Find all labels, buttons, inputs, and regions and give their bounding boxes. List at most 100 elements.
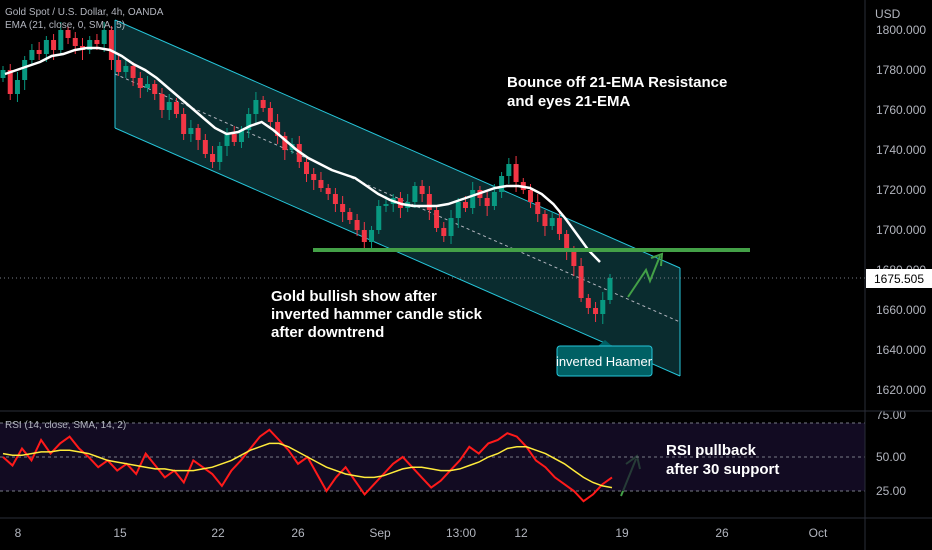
candle-body <box>282 136 288 150</box>
candle-body <box>455 202 461 218</box>
candle-body <box>578 266 584 298</box>
rsi-tick-label: 50.00 <box>876 450 906 464</box>
candle-body <box>94 40 100 44</box>
candle-body <box>412 186 418 202</box>
price-tick-label: 1740.000 <box>876 143 926 157</box>
candle-body <box>108 30 114 60</box>
time-tick-label: Sep <box>369 526 391 540</box>
bullish-note-line1: Gold bullish show after <box>271 288 437 305</box>
candle-body <box>549 218 555 226</box>
bullish-note-line3: after downtrend <box>271 324 384 341</box>
candle-body <box>585 298 591 308</box>
candle-body <box>72 38 78 46</box>
candle-body <box>137 78 143 88</box>
candle-body <box>564 234 570 252</box>
time-tick-label: 19 <box>615 526 629 540</box>
candle-body <box>22 60 28 80</box>
time-tick-label: 8 <box>15 526 22 540</box>
candle-body <box>7 70 13 94</box>
time-tick-label: 13:00 <box>446 526 476 540</box>
rsi-note-line1: RSI pullback <box>666 442 757 459</box>
candle-body <box>188 128 194 134</box>
candle-body <box>195 128 201 140</box>
price-tick-label: 1760.000 <box>876 103 926 117</box>
candle-body <box>51 40 57 50</box>
candle-body <box>448 218 454 236</box>
rsi-legend: RSI (14, close, SMA, 14, 2) <box>5 420 126 431</box>
candle-body <box>304 162 309 174</box>
hammer-badge-text: inverted Haamer <box>556 354 653 369</box>
candle-body <box>231 134 237 142</box>
time-tick-label: Oct <box>809 526 828 540</box>
candle-body <box>470 190 476 208</box>
projection-arrowhead-price <box>650 252 664 267</box>
candle-body <box>491 192 497 206</box>
candle-body <box>556 218 562 234</box>
candle-body <box>332 194 338 204</box>
price-tick-label: 1620.000 <box>876 383 926 397</box>
price-tick-label: 1780.000 <box>876 63 926 77</box>
time-tick-label: 15 <box>113 526 127 540</box>
last-price-tag <box>866 269 932 288</box>
candle-body <box>361 230 367 242</box>
rsi-tick-label: 25.00 <box>876 484 906 498</box>
time-tick-label: 22 <box>211 526 225 540</box>
price-tick-label: 1800.000 <box>876 23 926 37</box>
candle-body <box>253 100 259 114</box>
candle-body <box>87 40 93 50</box>
candle-body <box>607 278 613 300</box>
candle-body <box>369 230 375 242</box>
candle-body <box>210 154 216 162</box>
candle-body <box>434 210 440 228</box>
candle-body <box>65 30 71 38</box>
ema-line <box>4 46 601 263</box>
rsi-note-line2: after 30 support <box>666 461 779 478</box>
time-tick-label: 12 <box>514 526 528 540</box>
candle-body <box>325 188 331 194</box>
candle-body <box>499 176 505 192</box>
projection-arrow-price <box>627 255 661 298</box>
candle-body <box>513 164 519 182</box>
candle-body <box>354 220 360 230</box>
ema-21-line <box>4 46 601 263</box>
candle-body <box>462 202 468 208</box>
candle-body <box>441 228 447 236</box>
candle-body <box>535 202 541 214</box>
time-tick-label: 26 <box>291 526 305 540</box>
price-tick-label: 1640.000 <box>876 343 926 357</box>
hammer-badge[interactable]: inverted Haamer <box>556 340 653 377</box>
candle-body <box>145 84 151 88</box>
symbol-title: Gold Spot / U.S. Dollar, 4h, OANDA <box>5 7 164 18</box>
candle-body <box>571 252 577 266</box>
candle-body <box>376 206 382 230</box>
time-tick-label: 26 <box>715 526 729 540</box>
rsi-ma-line <box>2 442 613 489</box>
candle-body <box>159 94 165 110</box>
candle-body <box>246 114 252 130</box>
candle-body <box>593 308 599 314</box>
candle-body <box>152 84 158 94</box>
price-tick-label: 1660.000 <box>876 303 926 317</box>
candle-body <box>347 212 353 220</box>
candle-body <box>267 108 273 122</box>
ema-legend: EMA (21, close, 0, SMA, 5) <box>5 20 125 31</box>
candle-body <box>202 140 208 154</box>
last-price-value: 1675.505 <box>874 272 924 286</box>
candle-body <box>340 204 346 212</box>
candle-body <box>600 300 606 314</box>
candle-body <box>130 66 136 78</box>
candle-body <box>58 30 64 50</box>
bullish-note-line2: inverted hammer candle stick <box>271 306 483 323</box>
candle-body <box>173 102 179 114</box>
candle-body <box>383 204 389 206</box>
candle-body <box>43 40 49 54</box>
candle-body <box>36 50 42 54</box>
bounce-note-line1: Bounce off 21-EMA Resistance <box>507 74 727 91</box>
candle-body <box>419 186 425 194</box>
candle-body <box>275 122 281 136</box>
bounce-note-line2: and eyes 21-EMA <box>507 93 631 110</box>
candle-body <box>484 198 490 206</box>
